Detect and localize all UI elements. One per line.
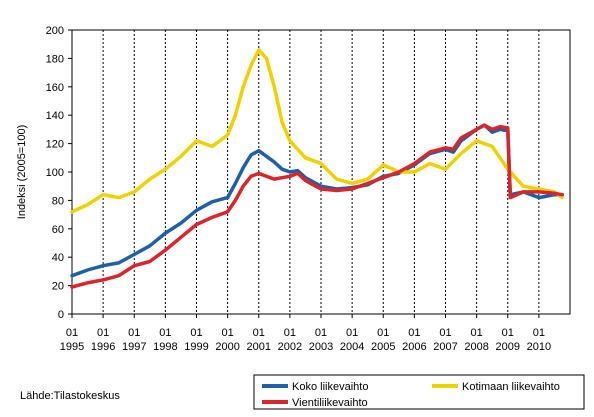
legend-label: Vientiliikevaihto: [292, 397, 368, 409]
x-tick-year-label: 2007: [433, 341, 457, 353]
x-tick-month-label: 01: [408, 327, 420, 339]
x-tick-month-label: 01: [190, 327, 202, 339]
y-tick-label: 160: [46, 82, 64, 94]
x-tick-month-label: 01: [66, 327, 78, 339]
x-tick-year-label: 2009: [496, 341, 520, 353]
y-tick-label: 140: [46, 110, 64, 122]
y-tick-label: 20: [52, 281, 64, 293]
y-tick-label: 180: [46, 53, 64, 65]
x-tick-year-label: 1999: [184, 341, 208, 353]
x-tick-month-label: 01: [97, 327, 109, 339]
x-tick-month-label: 01: [346, 327, 358, 339]
axes: 0 20 40 60 80 100 120 140 160 180 200 01 1995 01 1996 0…: [16, 25, 571, 353]
series-line-2: [70, 48, 564, 214]
x-tick-month-label: 01: [253, 327, 265, 339]
legend: Koko liikevaihto Kotimaan liikevaihto Vien…: [253, 374, 585, 410]
y-tick-label: 120: [46, 139, 64, 151]
x-tick-year-label: 2006: [402, 341, 426, 353]
x-tick-month-label: 01: [128, 327, 140, 339]
y-tick-label: 80: [52, 195, 64, 207]
y-tick-label: 100: [46, 167, 64, 179]
x-tick-month-label: 01: [471, 327, 483, 339]
x-tick-year-label: 2008: [464, 341, 488, 353]
x-tick-month-label: 01: [315, 327, 327, 339]
grid: [102, 30, 540, 314]
x-tick-year-label: 2003: [309, 341, 333, 353]
x-tick-year-label: 2001: [247, 341, 271, 353]
x-tick-year-label: 1996: [91, 341, 115, 353]
x-tick-month-label: 01: [502, 327, 514, 339]
x-tick-month-label: 01: [439, 327, 451, 339]
x-tick-month-label: 01: [222, 327, 234, 339]
y-tick-label: 0: [58, 309, 64, 321]
x-tick-year-label: 2000: [215, 341, 239, 353]
x-tick-month-label: 01: [533, 327, 545, 339]
x-tick-month-label: 01: [377, 327, 389, 339]
legend-label: Kotimaan liikevaihto: [462, 381, 560, 393]
x-tick-year-label: 1997: [122, 341, 146, 353]
source-note: Lähde:Tilastokeskus: [20, 390, 120, 402]
x-tick-year-label: 2010: [527, 341, 551, 353]
legend-box: [253, 374, 585, 410]
series-lines: [70, 48, 564, 289]
series-line-1: [70, 123, 564, 278]
x-tick-year-label: 2002: [278, 341, 302, 353]
y-tick-label: 60: [52, 224, 64, 236]
x-tick-month-label: 01: [284, 327, 296, 339]
x-tick-year-label: 2004: [340, 341, 364, 353]
x-tick-month-label: 01: [159, 327, 171, 339]
y-tick-label: 200: [46, 25, 64, 37]
series-line-3: [70, 123, 564, 289]
x-tick-year-label: 1995: [60, 341, 84, 353]
legend-label: Koko liikevaihto: [292, 381, 368, 393]
x-tick-year-label: 1998: [153, 341, 177, 353]
x-tick-year-label: 2005: [371, 341, 395, 353]
y-axis-title: Indeksi (2005=100): [16, 125, 28, 219]
y-tick-label: 40: [52, 252, 64, 264]
